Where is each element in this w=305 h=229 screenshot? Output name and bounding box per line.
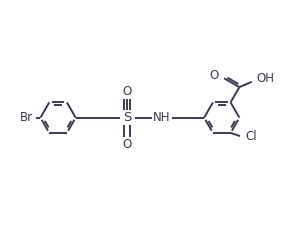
Text: NH: NH [153, 111, 171, 124]
Text: Br: Br [20, 111, 33, 124]
Text: Cl: Cl [245, 130, 257, 143]
Text: O: O [123, 85, 132, 98]
Text: O: O [210, 69, 219, 82]
Text: OH: OH [257, 71, 275, 85]
Text: S: S [123, 111, 131, 124]
Text: O: O [123, 138, 132, 151]
